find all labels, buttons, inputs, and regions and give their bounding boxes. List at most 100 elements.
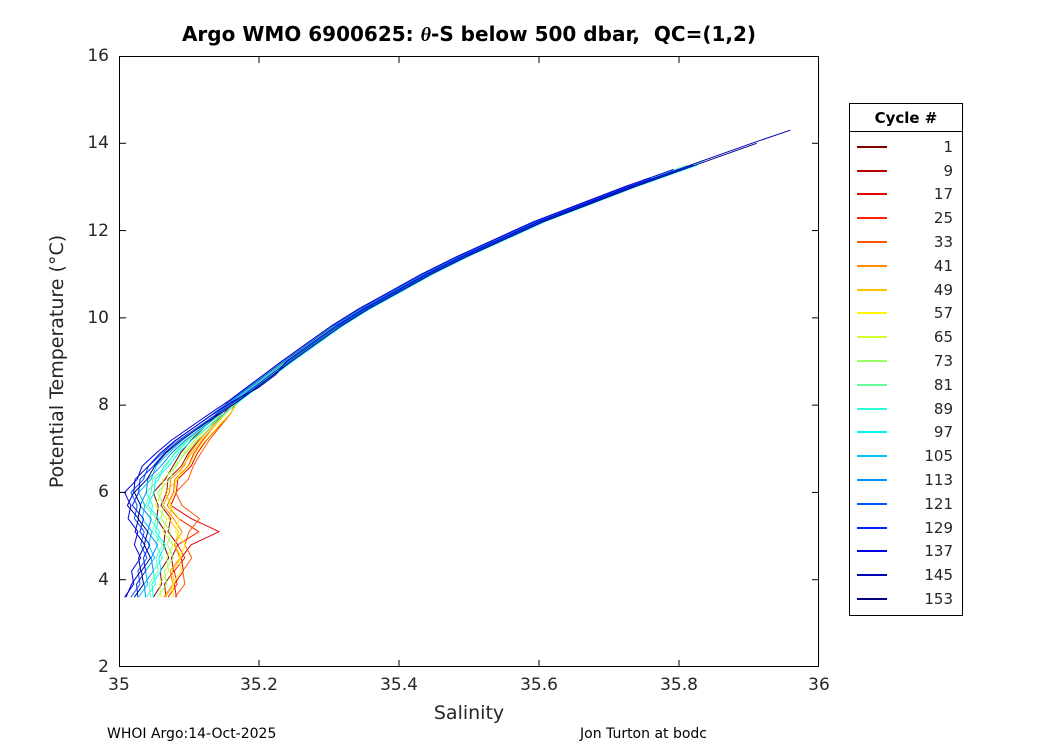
footer-credit-left: WHOI Argo:14-Oct-2025 xyxy=(107,726,277,742)
footer-credit-right: Jon Turton at bodc xyxy=(580,726,708,742)
legend-entry-cycle-105: 105 xyxy=(850,444,962,468)
legend-entry-label: 73 xyxy=(933,352,953,371)
legend-entries: 1 9 17 25 33 41 49 57 65 73 81 89 97 105 113 121 129 137 1… xyxy=(850,132,962,615)
series-line-cycle-49 xyxy=(164,177,655,598)
legend-line-sample xyxy=(857,574,887,577)
legend-entry-label: 129 xyxy=(924,518,953,537)
legend-entry-label: 65 xyxy=(933,328,953,347)
series-line-cycle-9 xyxy=(160,186,630,598)
legend-line-sample xyxy=(857,169,887,172)
y-tick-label: 12 xyxy=(87,220,109,241)
series-line-cycle-17 xyxy=(170,173,672,598)
plot-area xyxy=(119,56,819,667)
legend-entry-cycle-81: 81 xyxy=(850,373,962,397)
legend-entry-label: 145 xyxy=(924,566,953,585)
legend-entry-cycle-129: 129 xyxy=(850,516,962,540)
legend-line-sample xyxy=(857,360,887,363)
legend-entry-label: 33 xyxy=(933,233,953,252)
legend-entry-label: 25 xyxy=(933,209,953,228)
legend-entry-label: 113 xyxy=(924,471,953,490)
x-tick-label: 36 xyxy=(808,675,830,695)
x-tick-label: 35.6 xyxy=(520,675,558,695)
y-tick-label: 2 xyxy=(98,657,109,677)
legend-entry-cycle-153: 153 xyxy=(850,587,962,611)
legend-entry-cycle-1: 1 xyxy=(850,135,962,159)
legend-line-sample xyxy=(857,145,887,148)
legend-entry-cycle-73: 73 xyxy=(850,349,962,373)
legend-line-sample xyxy=(857,598,887,601)
legend-line-sample xyxy=(857,526,887,529)
series-line-cycle-65 xyxy=(154,173,666,598)
legend-entry-cycle-137: 137 xyxy=(850,540,962,564)
legend-line-sample xyxy=(857,193,887,196)
legend-entry-cycle-57: 57 xyxy=(850,302,962,326)
legend-entry-cycle-65: 65 xyxy=(850,325,962,349)
legend-entry-label: 153 xyxy=(924,590,953,609)
legend-entry-label: 81 xyxy=(933,375,953,394)
legend-line-sample xyxy=(857,383,887,386)
legend-entry-label: 121 xyxy=(924,494,953,513)
legend-entry-label: 17 xyxy=(933,185,953,204)
series-line-cycle-121 xyxy=(130,177,652,598)
y-tick-label: 4 xyxy=(98,569,109,590)
legend-entry-label: 105 xyxy=(924,447,953,466)
series-line-cycle-137 xyxy=(124,169,674,598)
legend-line-sample xyxy=(857,336,887,339)
legend-entry-cycle-9: 9 xyxy=(850,159,962,183)
x-tick-label: 35.2 xyxy=(240,675,278,695)
series-line-cycle-145 xyxy=(125,129,791,598)
axes-frame xyxy=(119,56,819,667)
legend-line-sample xyxy=(857,217,887,220)
series-line-cycle-1 xyxy=(152,177,650,598)
x-axis-label: Salinity xyxy=(433,702,505,724)
legend-line-sample xyxy=(857,502,887,505)
legend-entry-cycle-41: 41 xyxy=(850,254,962,278)
legend-line-sample xyxy=(857,455,887,458)
legend-entry-label: 9 xyxy=(943,161,953,180)
legend-entry-label: 89 xyxy=(933,399,953,418)
legend-entry-cycle-97: 97 xyxy=(850,421,962,445)
x-tick-label: 35.8 xyxy=(660,675,698,695)
series-line-cycle-129 xyxy=(131,164,694,598)
legend-entry-label: 137 xyxy=(924,542,953,561)
legend-entry-label: 97 xyxy=(933,423,953,442)
legend-line-sample xyxy=(857,550,887,553)
x-tick-label: 35.4 xyxy=(380,675,418,695)
series-line-cycle-89 xyxy=(145,160,705,598)
y-tick-label: 8 xyxy=(98,395,109,416)
chart-title-suffix: -S below 500 dbar, QC=(1,2) xyxy=(431,22,757,46)
series-line-cycle-97 xyxy=(147,164,698,598)
chart-title-prefix: Argo WMO 6900625: xyxy=(181,22,421,46)
legend-entry-cycle-49: 49 xyxy=(850,278,962,302)
y-tick-label: 6 xyxy=(98,482,109,503)
series-line-cycle-113 xyxy=(139,173,671,598)
legend-entry-cycle-17: 17 xyxy=(850,183,962,207)
y-tick-label: 16 xyxy=(87,46,109,66)
legend-entry-cycle-33: 33 xyxy=(850,230,962,254)
legend-line-sample xyxy=(857,312,887,315)
series-line-cycle-41 xyxy=(162,186,626,598)
legend-entry-label: 49 xyxy=(933,280,953,299)
series-line-cycle-25 xyxy=(166,190,617,598)
legend-entry-label: 57 xyxy=(933,304,953,323)
legend-entry-cycle-113: 113 xyxy=(850,468,962,492)
series-line-cycle-57 xyxy=(167,182,648,598)
chart-title-theta-symbol: θ xyxy=(420,24,432,46)
legend-line-sample xyxy=(857,241,887,244)
legend-title: Cycle # xyxy=(850,104,962,132)
legend-entry-cycle-145: 145 xyxy=(850,563,962,587)
series-line-cycle-105 xyxy=(138,169,678,598)
series-line-cycle-153 xyxy=(133,142,757,598)
legend-line-sample xyxy=(857,479,887,482)
series-line-cycle-81 xyxy=(144,164,688,598)
legend-line-sample xyxy=(857,288,887,291)
y-tick-label: 14 xyxy=(87,133,109,154)
legend-line-sample xyxy=(857,431,887,434)
y-tick-label: 10 xyxy=(87,307,109,328)
legend-entry-label: 1 xyxy=(943,137,953,156)
series-line-cycle-73 xyxy=(157,169,682,598)
legend-line-sample xyxy=(857,407,887,410)
legend: Cycle # 1 9 17 25 33 41 49 57 65 73 81 89 97 105 113 12… xyxy=(849,103,963,616)
legend-entry-cycle-121: 121 xyxy=(850,492,962,516)
legend-entry-label: 41 xyxy=(933,256,953,275)
